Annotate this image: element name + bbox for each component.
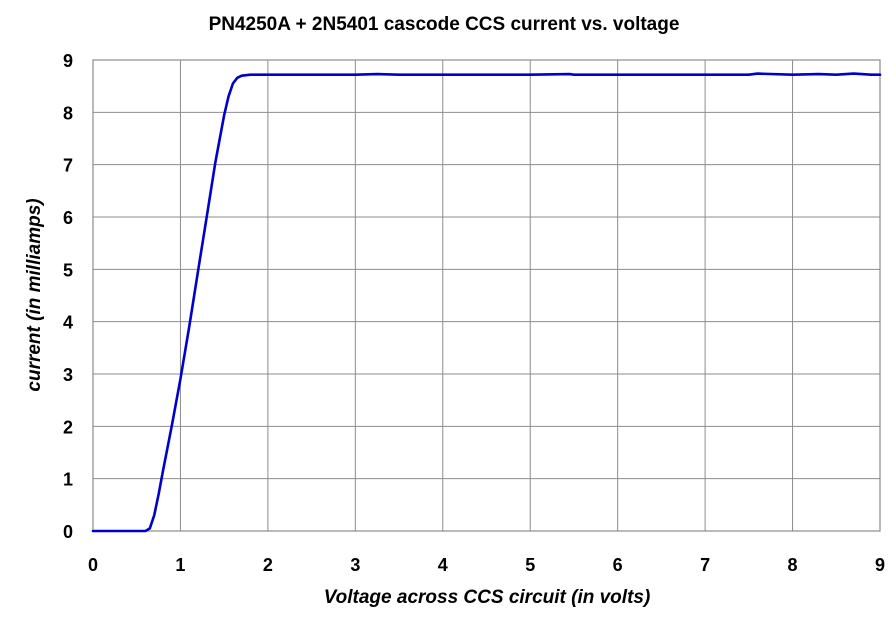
x-tick-label: 9 [875,555,885,575]
y-tick-label: 1 [63,470,73,490]
y-tick-label: 7 [63,156,73,176]
y-tick-label: 9 [63,51,73,71]
y-tick-label: 0 [63,522,73,542]
y-tick-label: 2 [63,417,73,437]
x-tick-label: 8 [788,555,798,575]
chart-title: PN4250A + 2N5401 cascode CCS current vs.… [209,14,680,35]
y-tick-label: 6 [63,208,73,228]
y-tick-label: 4 [63,313,73,333]
x-tick-label: 5 [525,555,535,575]
y-axis-label: current (in milliamps) [24,198,45,391]
y-tick-label: 3 [63,365,73,385]
y-tick-label: 8 [63,103,73,123]
x-tick-label: 6 [613,555,623,575]
x-tick-label: 1 [175,555,185,575]
plot-border [92,59,881,532]
x-tick-label: 7 [700,555,710,575]
x-tick-label: 0 [88,555,98,575]
x-axis-label: Voltage across CCS circuit (in volts) [324,587,651,608]
y-tick-label: 5 [63,260,73,280]
series-line [91,72,882,533]
x-tick-label: 2 [263,555,273,575]
x-tick-label: 3 [350,555,360,575]
plot-area: 0 1 2 3 4 5 6 7 8 9 0 1 2 3 4 5 6 7 8 9 [63,51,885,575]
x-tick-label: 4 [438,555,448,575]
